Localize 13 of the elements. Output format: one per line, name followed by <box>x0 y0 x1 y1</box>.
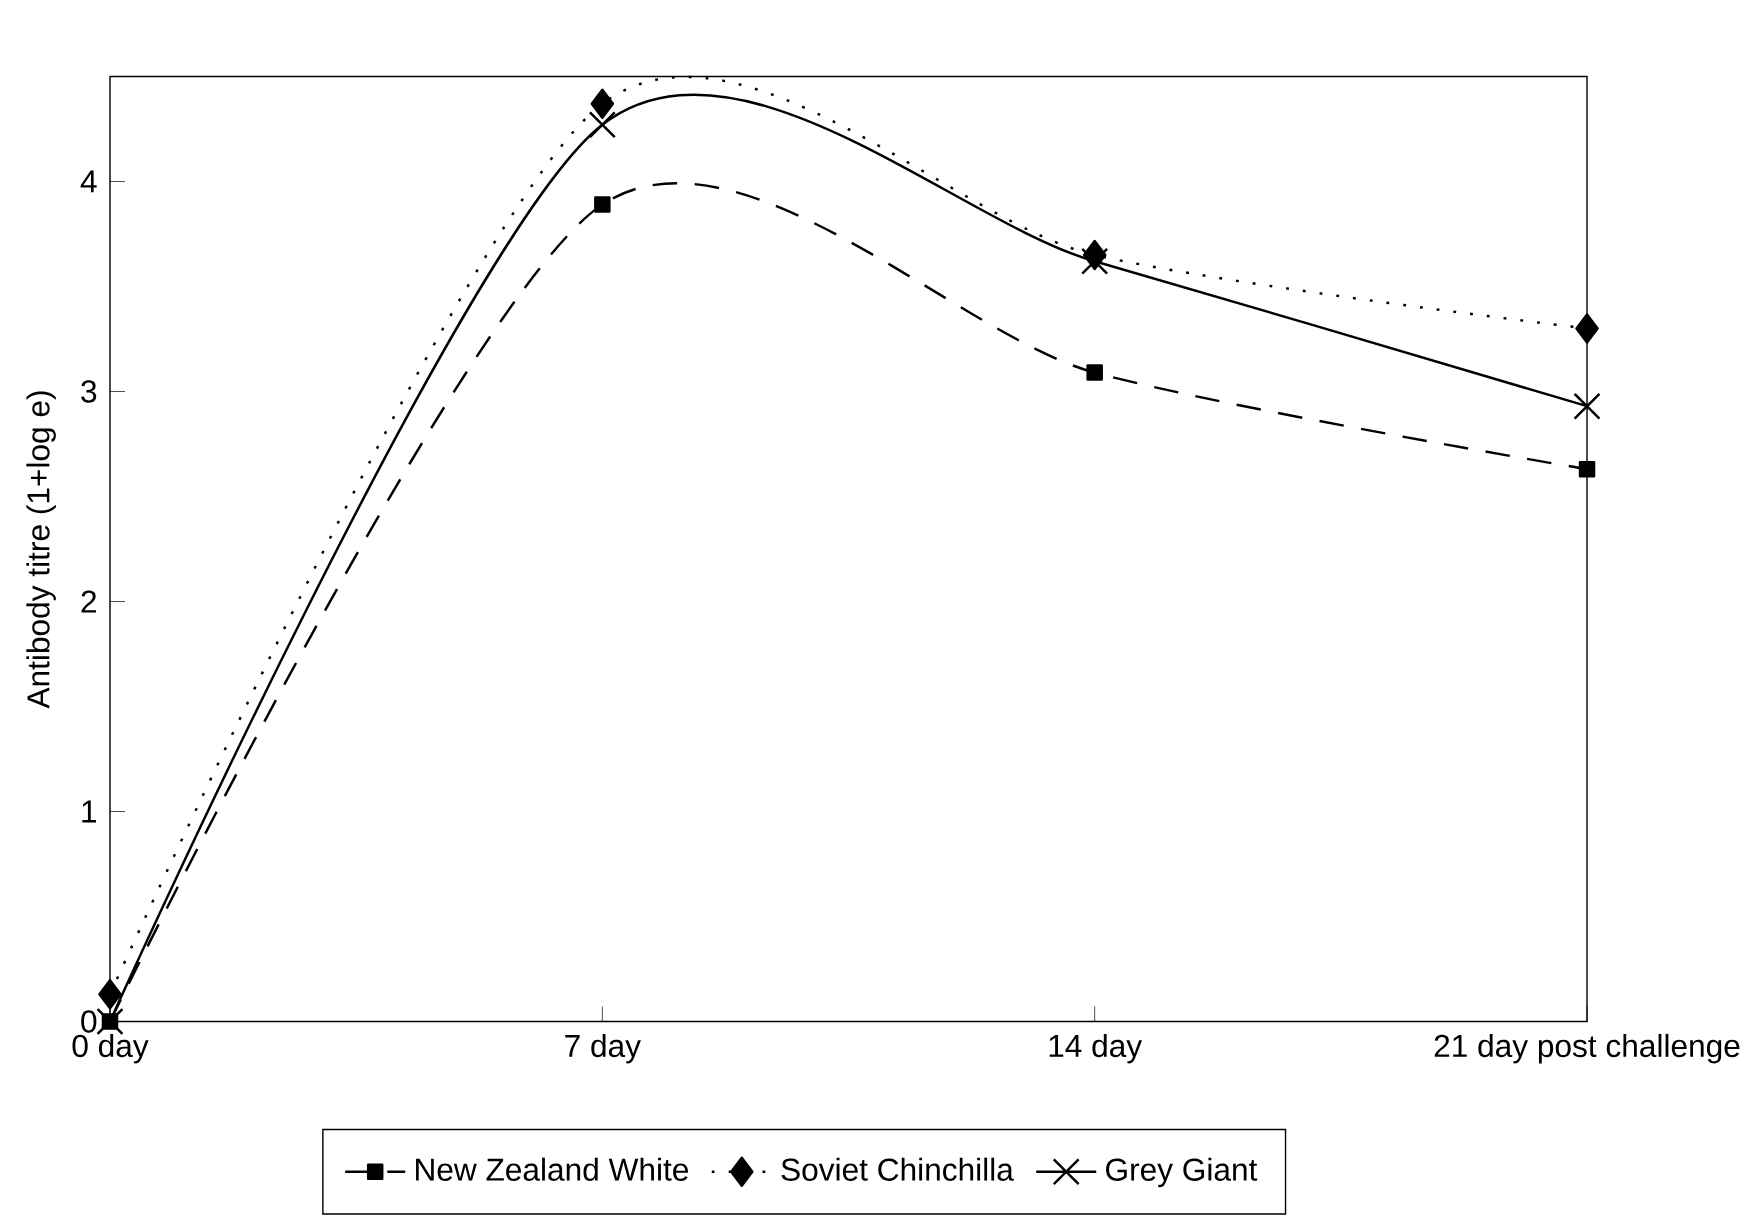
y-tick-label: 1 <box>82 800 97 823</box>
x-tick-label: 0 day <box>72 1034 149 1064</box>
y-axis-title: Antibody titre (1+log e) <box>26 391 56 709</box>
legend-label: New Zealand White <box>416 1157 689 1182</box>
y-tick-label: 2 <box>81 590 96 613</box>
y-tick-label: 4 <box>80 170 97 193</box>
y-tick-label: 3 <box>81 380 97 403</box>
x-tick-label: 14 day <box>1049 1034 1143 1064</box>
legend-label: Grey Giant <box>1106 1157 1258 1188</box>
legend-label: Soviet Chinchilla <box>781 1157 1014 1182</box>
y-tick-label: 0 <box>81 1010 97 1033</box>
x-tick-label: 7 day <box>565 1034 641 1064</box>
x-tick-label: 21 day post challenge <box>1434 1034 1740 1064</box>
